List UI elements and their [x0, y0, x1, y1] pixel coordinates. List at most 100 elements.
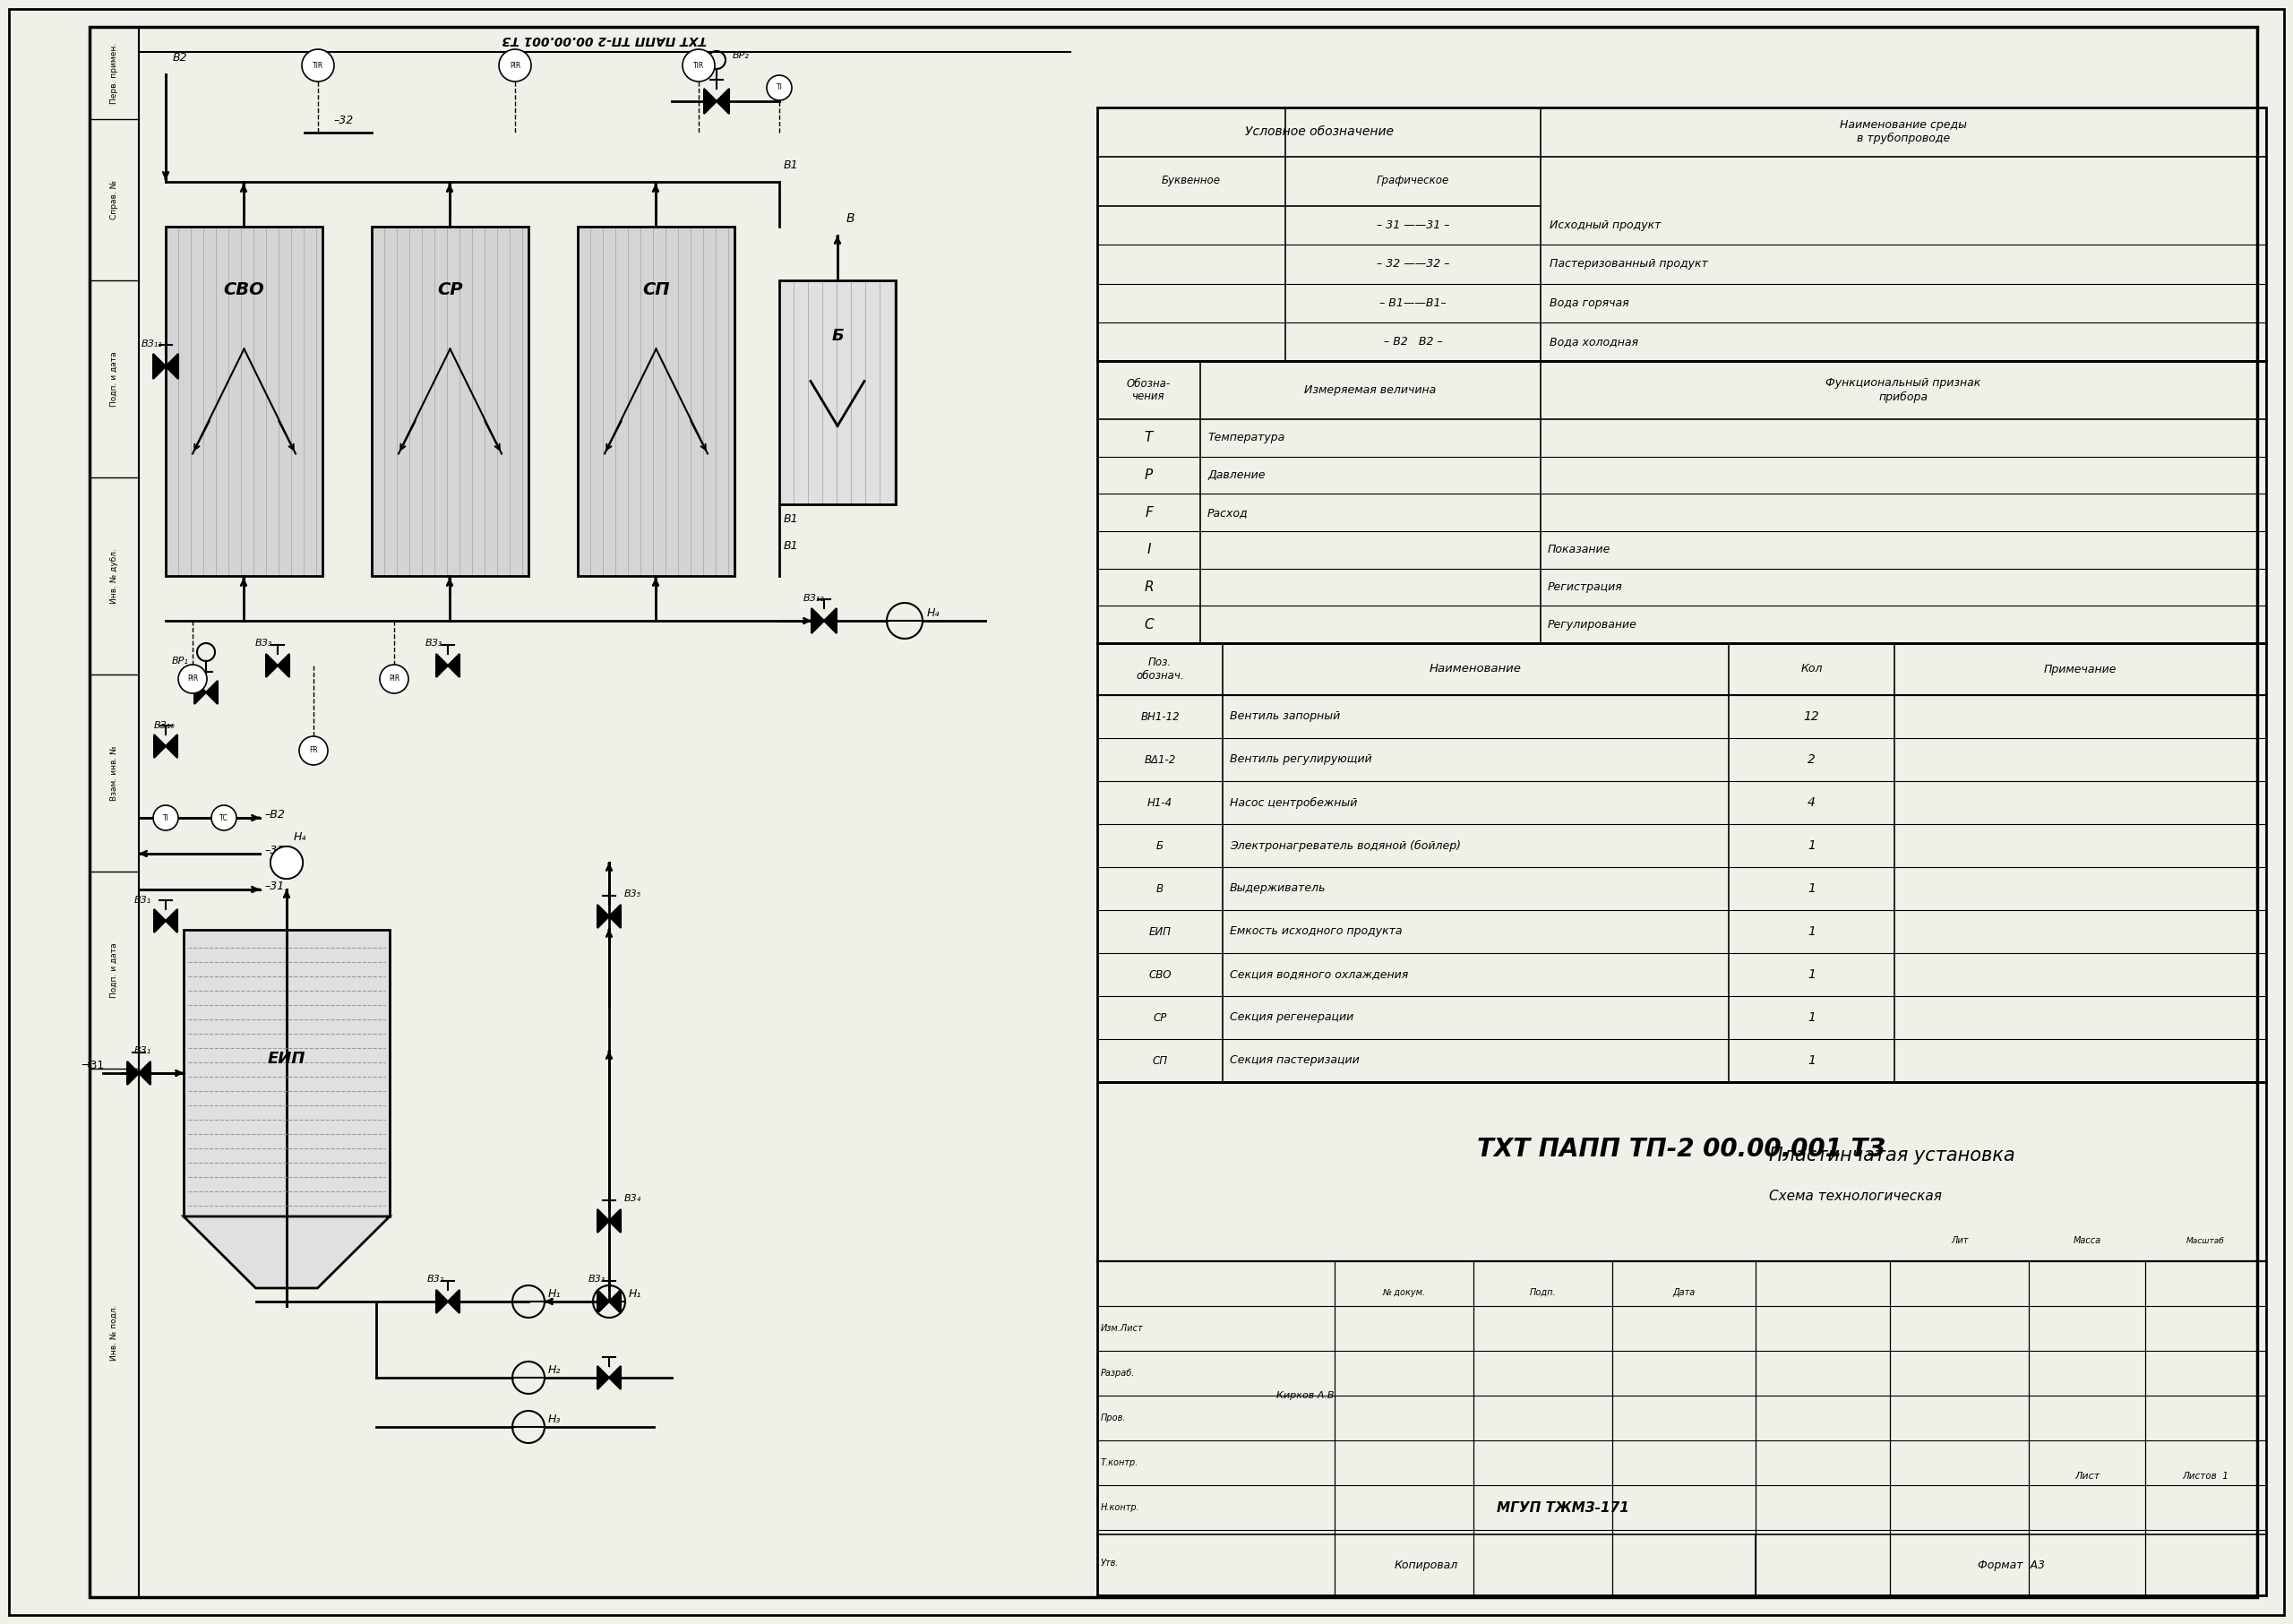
- Text: Емкость исходного продукта: Емкость исходного продукта: [1229, 926, 1403, 937]
- Polygon shape: [436, 1289, 447, 1314]
- Text: Н₂: Н₂: [548, 1364, 562, 1376]
- Text: 1: 1: [1807, 1054, 1816, 1067]
- Text: Обозна-
чения: Обозна- чения: [1126, 377, 1172, 403]
- Text: Поз.
обознач.: Поз. обознач.: [1135, 656, 1183, 682]
- Polygon shape: [704, 89, 718, 114]
- Text: Лит: Лит: [1951, 1236, 1967, 1246]
- Polygon shape: [165, 909, 177, 932]
- Bar: [1098, 1082, 2265, 1595]
- Text: Вода холодная: Вода холодная: [1550, 336, 1637, 348]
- Text: 12: 12: [1805, 710, 1821, 723]
- Polygon shape: [718, 89, 729, 114]
- Circle shape: [500, 49, 532, 81]
- Polygon shape: [447, 1289, 459, 1314]
- Polygon shape: [140, 1062, 151, 1085]
- Circle shape: [766, 75, 791, 101]
- Text: МГУП ТЖМЗ-171: МГУП ТЖМЗ-171: [1497, 1501, 1630, 1514]
- Text: Вентиль регулирующий: Вентиль регулирующий: [1229, 754, 1371, 765]
- Bar: [183, 931, 390, 1216]
- Bar: [371, 227, 527, 577]
- Text: В1: В1: [784, 541, 798, 552]
- Text: Н.контр.: Н.контр.: [1101, 1504, 1140, 1512]
- Text: – 31 ——31 –: – 31 ——31 –: [1376, 219, 1449, 231]
- Text: Дата: Дата: [1672, 1288, 1695, 1298]
- Text: TIR: TIR: [312, 62, 323, 70]
- Text: ВЗ₁₀: ВЗ₁₀: [154, 721, 174, 731]
- Text: В: В: [846, 213, 855, 224]
- Text: Масса: Масса: [2073, 1236, 2100, 1246]
- Text: Н₄: Н₄: [294, 831, 307, 843]
- Text: Н₁: Н₁: [628, 1288, 642, 1299]
- Polygon shape: [610, 905, 621, 927]
- Text: Изм.Лист: Изм.Лист: [1101, 1324, 1144, 1333]
- Polygon shape: [598, 905, 610, 927]
- Polygon shape: [823, 609, 837, 633]
- Text: СВО: СВО: [1149, 970, 1172, 981]
- Text: Буквенное: Буквенное: [1163, 175, 1220, 187]
- Text: СР: СР: [1153, 1012, 1167, 1023]
- Text: СВО: СВО: [225, 281, 264, 299]
- Polygon shape: [598, 1289, 610, 1314]
- Text: TI: TI: [163, 814, 170, 822]
- Text: Б: Б: [1156, 840, 1163, 851]
- Polygon shape: [598, 1210, 610, 1233]
- Text: Электронагреватель водяной (бойлер): Электронагреватель водяной (бойлер): [1229, 840, 1461, 851]
- Text: ВЗ₃: ВЗ₃: [426, 638, 443, 648]
- Text: ВЗ₁₂: ВЗ₁₂: [803, 594, 825, 603]
- Text: Взам. инв. №: Взам. инв. №: [110, 745, 117, 801]
- Text: 4: 4: [1807, 796, 1816, 809]
- Polygon shape: [154, 734, 165, 758]
- Text: Масштаб: Масштаб: [2188, 1237, 2224, 1246]
- Text: ЕИП: ЕИП: [268, 1051, 305, 1067]
- Text: Схема технологическая: Схема технологическая: [1768, 1190, 1942, 1203]
- Text: I: I: [1146, 542, 1151, 557]
- Text: 1: 1: [1807, 1012, 1816, 1023]
- Text: Вода горячая: Вода горячая: [1550, 297, 1628, 309]
- Text: В3₃: В3₃: [589, 1275, 605, 1283]
- Text: R: R: [1144, 580, 1153, 594]
- Text: – 32 ——32 –: – 32 ——32 –: [1376, 258, 1449, 270]
- Polygon shape: [206, 680, 218, 705]
- Polygon shape: [154, 354, 165, 378]
- Text: В3₂: В3₂: [426, 1275, 445, 1283]
- Bar: [780, 281, 897, 505]
- Text: Б: Б: [832, 328, 844, 344]
- Text: Расход: Расход: [1208, 507, 1247, 518]
- Text: Давление: Давление: [1208, 469, 1266, 481]
- Text: Примечание: Примечание: [2043, 663, 2116, 676]
- Text: Пастеризованный продукт: Пастеризованный продукт: [1550, 258, 1708, 270]
- Text: ТХТ ПАПП ТП-2 00.00.001 ТЗ: ТХТ ПАПП ТП-2 00.00.001 ТЗ: [1477, 1137, 1885, 1161]
- Polygon shape: [165, 734, 177, 758]
- Text: Функциональный признак
прибора: Функциональный признак прибора: [1825, 377, 1981, 403]
- Text: Подп. и дата: Подп. и дата: [110, 942, 117, 997]
- Polygon shape: [447, 654, 459, 677]
- Text: № докум.: № докум.: [1383, 1288, 1426, 1298]
- Text: F: F: [1144, 505, 1153, 520]
- Text: Т: Т: [1144, 430, 1153, 445]
- Text: Подп. и дата: Подп. и дата: [110, 351, 117, 406]
- Circle shape: [154, 806, 179, 830]
- Text: Насос центробежный: Насос центробежный: [1229, 797, 1357, 809]
- Text: PIR: PIR: [509, 62, 521, 70]
- Text: В: В: [1156, 883, 1163, 895]
- Polygon shape: [266, 654, 277, 677]
- Text: TI: TI: [777, 84, 782, 93]
- Text: Показание: Показание: [1548, 544, 1610, 555]
- Text: В2: В2: [172, 52, 188, 63]
- Text: Перв. примен.: Перв. примен.: [110, 42, 117, 104]
- Polygon shape: [610, 1210, 621, 1233]
- Text: Исходный продукт: Исходный продукт: [1550, 219, 1660, 231]
- Text: ВΗ1-12: ВΗ1-12: [1140, 711, 1179, 723]
- Text: Кирков А.В.: Кирков А.В.: [1277, 1392, 1337, 1400]
- Polygon shape: [165, 354, 179, 378]
- Circle shape: [303, 49, 335, 81]
- Text: Условное обозначение: Условное обозначение: [1245, 125, 1394, 138]
- Text: Н1-4: Н1-4: [1146, 797, 1172, 809]
- Text: Копировал: Копировал: [1394, 1561, 1458, 1572]
- Circle shape: [381, 664, 408, 693]
- Text: 1: 1: [1807, 926, 1816, 937]
- Text: Утв.: Утв.: [1101, 1557, 1119, 1567]
- Text: ТХТ ПАПП ТП-2 00.00.001 ТЗ: ТХТ ПАПП ТП-2 00.00.001 ТЗ: [502, 32, 706, 45]
- Text: →31: →31: [80, 1060, 103, 1072]
- Text: –32: –32: [264, 844, 284, 856]
